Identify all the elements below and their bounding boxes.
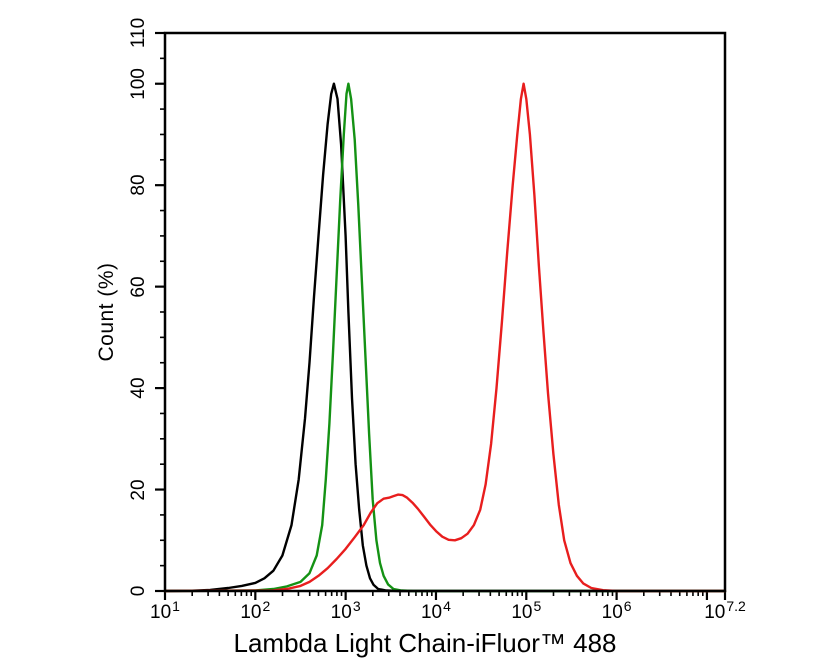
y-tick-label: 0 (128, 585, 149, 597)
y-tick-label: 100 (128, 67, 149, 100)
x-tick-label: 103 (330, 598, 361, 623)
x-tick-label: 107.2 (704, 598, 746, 623)
curve-red-stained-curve (163, 82, 727, 593)
y-tick-label: 60 (128, 276, 149, 298)
plot-frame (163, 31, 727, 593)
curve-black-control-curve (163, 82, 727, 593)
x-tick-label: 104 (420, 598, 451, 623)
x-tick-label: 102 (240, 598, 271, 623)
y-tick-label: 80 (128, 174, 149, 196)
curve-green-control-curve (163, 82, 727, 593)
axis-ticks (155, 31, 727, 600)
y-tick-label: 40 (128, 377, 149, 399)
x-tick-label: 105 (511, 598, 542, 623)
x-tick-label: 101 (150, 598, 180, 623)
y-tick-label: 20 (128, 478, 149, 501)
x-tick-label: 106 (601, 598, 632, 623)
y-tick-label: 110 (128, 17, 149, 49)
x-axis-title: Lambda Light Chain-iFluor™ 488 (233, 628, 617, 658)
y-axis-title: Count (%) (95, 262, 118, 362)
histogram-curves (163, 82, 727, 593)
